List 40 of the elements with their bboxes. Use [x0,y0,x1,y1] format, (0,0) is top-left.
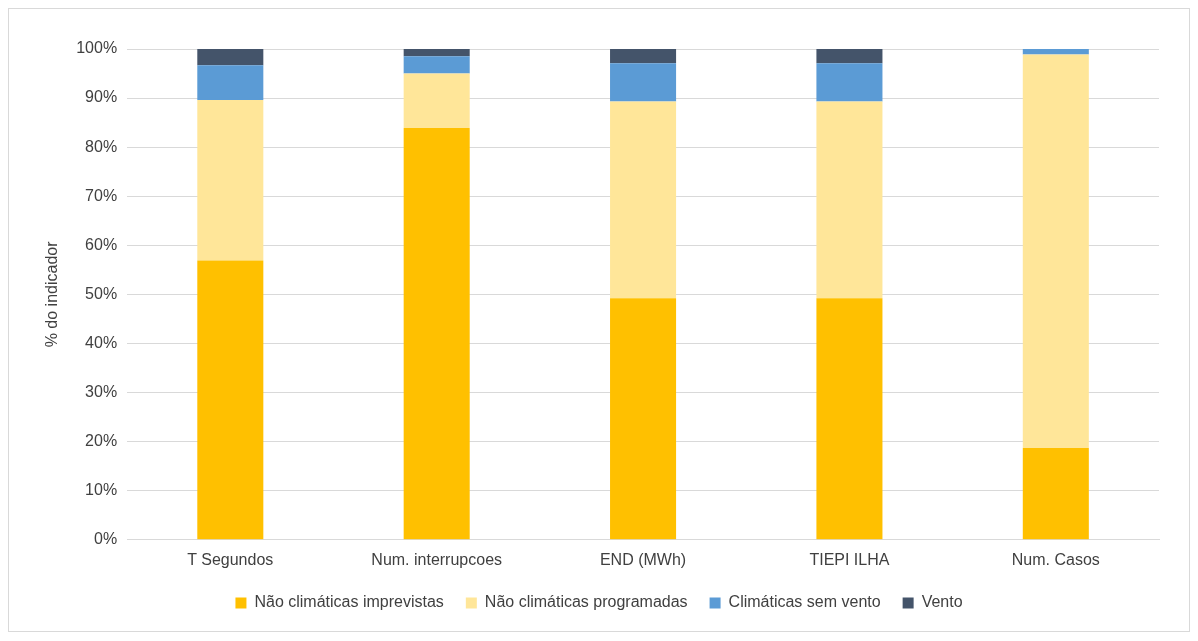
bar [610,49,677,64]
y-tick-label: 90% [85,88,118,106]
legend-label: Não climáticas imprevistas [254,593,444,611]
bar [1022,54,1089,449]
y-tick-label: 10% [85,481,118,499]
bar [816,101,883,299]
bar [197,100,264,261]
y-tick-label: 0% [94,530,118,548]
legend-label: Climáticas sem vento [728,593,881,611]
bar [610,101,677,299]
x-tick-label: Num. interrupcoes [371,550,503,568]
x-tick-label: TIEPI ILHA [809,550,890,568]
bar [403,128,470,540]
bar [197,260,264,540]
y-tick-label: 70% [85,186,118,204]
bar [403,73,470,129]
y-axis-title: % do indicador [43,240,61,348]
bar [403,56,470,74]
bar [816,63,883,102]
bar [197,49,264,66]
bar [403,49,470,57]
x-tick-label: T Segundos [187,550,274,568]
y-tick-label: 20% [85,432,118,450]
x-tick-label: Num. Casos [1011,550,1100,568]
bar [610,298,677,540]
y-tick-label: 40% [85,333,118,351]
y-tick-label: 80% [85,137,118,155]
legend-label: Vento [921,593,963,611]
legend-label: Não climáticas programadas [484,593,688,611]
y-tick-label: 100% [76,39,118,57]
bar [610,63,677,102]
bar [1022,448,1089,540]
bar [197,65,264,101]
bar [816,49,883,64]
y-tick-label: 30% [85,382,118,400]
y-tick-label: 60% [85,235,118,253]
bar [1022,49,1089,55]
bar [816,298,883,540]
y-tick-label: 50% [85,284,118,302]
x-tick-label: END (MWh) [599,550,687,568]
